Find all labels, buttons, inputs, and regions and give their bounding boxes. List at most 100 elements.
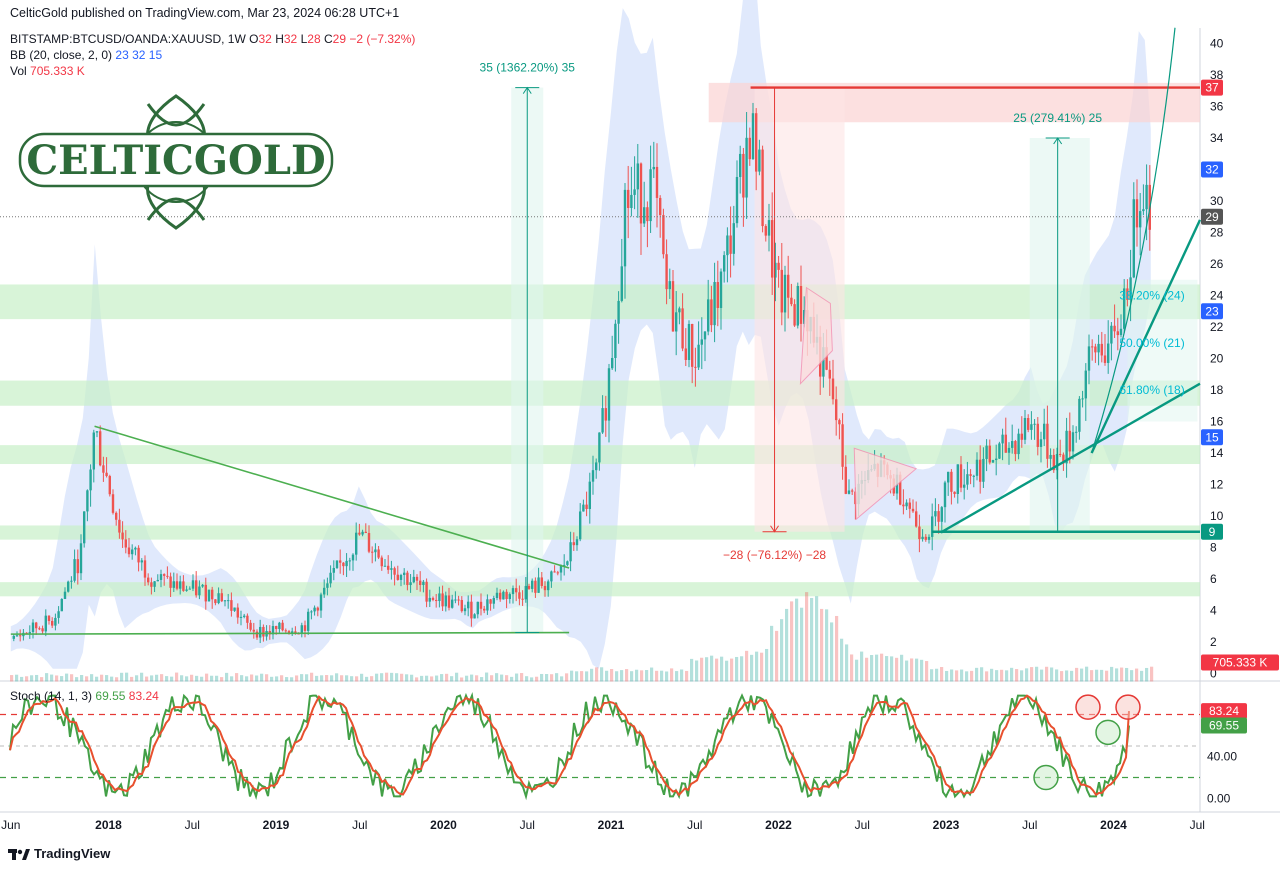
candle-body (726, 235, 729, 256)
stoch-highlight-0 (1033, 764, 1059, 791)
volume-bar (385, 672, 389, 682)
volume-bar (740, 656, 744, 682)
candle-body (166, 575, 169, 577)
candle-body (489, 599, 492, 604)
volume-bar (400, 673, 404, 682)
volume-bar (580, 671, 584, 682)
volume-bar (835, 615, 839, 682)
volume-bar (20, 676, 24, 682)
candle-body (79, 543, 83, 574)
volume-bar (325, 675, 329, 682)
volume-bar (165, 676, 169, 682)
x-tick-2: Jul (185, 818, 200, 832)
volume-bar (730, 658, 734, 682)
candle-body (540, 577, 543, 586)
volume-bar (700, 657, 704, 682)
candle-body (582, 504, 585, 512)
candle-body (335, 560, 339, 568)
candle-body (1090, 346, 1094, 348)
candle-body (572, 542, 575, 546)
price-tag-1: 32 (1205, 163, 1219, 177)
candle-body (364, 531, 367, 534)
volume-bar (280, 675, 284, 682)
candle-body (486, 599, 489, 611)
candle-body (914, 511, 918, 527)
y-tick-18: 18 (1210, 383, 1224, 397)
candle-body (930, 516, 934, 537)
stoch-legend[interactable]: Stoch (14, 1, 3) 69.55 83.24 (10, 689, 159, 703)
candle-body (646, 207, 649, 222)
stoch-tag-0: 83.24 (1209, 704, 1239, 718)
volume-bar (815, 596, 819, 682)
candle-body (633, 189, 636, 195)
volume-bar (585, 671, 589, 682)
candle-body (738, 153, 742, 178)
candle-body (1058, 453, 1062, 455)
candle-body (156, 579, 159, 582)
volume-bar (105, 675, 109, 682)
celticgold-logo: CELTICGOLD (18, 94, 334, 230)
pattern-triangle-2 (853, 447, 918, 521)
candle-body (310, 611, 313, 613)
volume-bar (1000, 669, 1004, 682)
candle-body (386, 565, 390, 570)
candle-body (150, 582, 153, 587)
candle-body (585, 504, 588, 510)
candle-body (953, 491, 956, 494)
candle-body (15, 635, 19, 637)
candle-body (313, 607, 316, 612)
x-tick-10: Jul (855, 818, 870, 832)
candle-body (575, 539, 579, 546)
volume-bar (145, 676, 149, 682)
candle-body (716, 282, 719, 308)
candle-body (348, 560, 351, 562)
bb-legend[interactable]: BB (20, close, 2, 0) 23 32 15 (10, 48, 162, 62)
volume-bar (515, 673, 519, 682)
candle-body (66, 581, 70, 592)
y-tick-10: 10 (1210, 509, 1224, 523)
candle-body (303, 625, 307, 631)
candle-body (425, 581, 428, 602)
volume-bar (235, 673, 239, 682)
price-tag-bg-6 (1201, 654, 1279, 671)
candle-body (841, 424, 844, 467)
candle-body (1052, 454, 1055, 471)
vol-legend[interactable]: Vol 705.333 K (10, 64, 85, 78)
volume-bar (565, 673, 569, 682)
volume-bar (170, 676, 174, 682)
candle-body (162, 574, 166, 576)
x-tick-5: 2020 (430, 818, 457, 832)
y-tick-36: 36 (1210, 100, 1224, 114)
candle-body (92, 432, 95, 470)
candle-body (521, 598, 524, 600)
candles (12, 102, 1151, 644)
y-tick-24: 24 (1210, 289, 1224, 303)
candle-body (774, 262, 777, 278)
volume-bar (1105, 670, 1109, 682)
candle-body (454, 599, 457, 601)
measure-label-1: −28 (−76.12%) −28 (723, 548, 826, 562)
volume-bar (155, 674, 159, 682)
candle-body (671, 281, 675, 332)
candle-body (287, 631, 291, 634)
tradingview-footer[interactable]: TradingView (8, 846, 110, 861)
candle-body (169, 576, 172, 588)
volume-bar (10, 675, 14, 682)
candle-body (1081, 398, 1084, 400)
volume-bar (630, 671, 634, 682)
candle-body (332, 567, 335, 573)
candle-body (630, 194, 633, 208)
symbol-legend[interactable]: BITSTAMP:BTCUSD/OANDA:XAUUSD, 1W O32 H32… (10, 32, 415, 46)
candle-body (281, 622, 284, 631)
candle-body (476, 601, 479, 615)
candle-body (620, 266, 623, 301)
candle-body (614, 323, 617, 358)
candle-body (934, 511, 937, 517)
volume-bar (725, 660, 729, 682)
candle-body (988, 445, 991, 463)
candle-body (1126, 288, 1129, 300)
candle-body (764, 226, 767, 236)
vol-value: 705.333 K (30, 64, 85, 78)
volume-bar (1115, 668, 1119, 682)
